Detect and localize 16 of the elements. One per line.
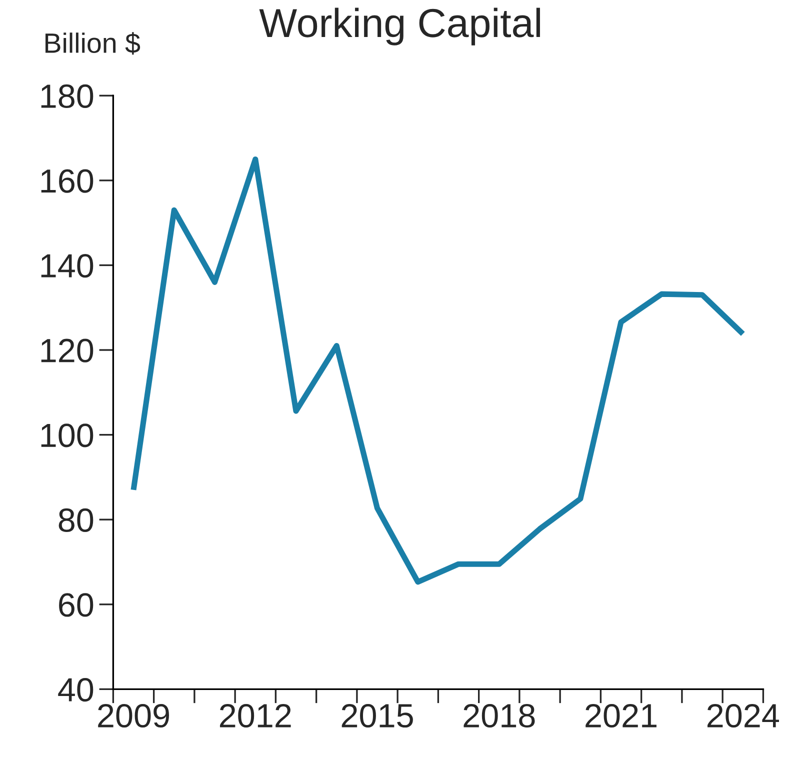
y-tick-label: 40 bbox=[58, 678, 94, 702]
chart-title: Working Capital bbox=[259, 8, 540, 46]
y-tick-label: 180 bbox=[41, 84, 94, 108]
x-tick-label: 2015 bbox=[342, 704, 413, 728]
y-tick-label: 140 bbox=[41, 254, 94, 278]
x-tick-label: 2021 bbox=[586, 704, 656, 728]
y-tick-label: 120 bbox=[41, 338, 94, 362]
x-tick-label: 2024 bbox=[707, 704, 779, 728]
y-axis-title: Billion $ bbox=[46, 32, 140, 55]
x-tick-label: 2009 bbox=[98, 704, 169, 728]
y-tick-label: 160 bbox=[41, 169, 94, 193]
y-tick-label: 100 bbox=[41, 424, 94, 448]
x-tick-label: 2012 bbox=[220, 704, 291, 728]
y-tick-label: 80 bbox=[58, 508, 94, 532]
y-tick-label: 60 bbox=[59, 593, 94, 617]
x-tick-label: 2018 bbox=[464, 704, 535, 728]
